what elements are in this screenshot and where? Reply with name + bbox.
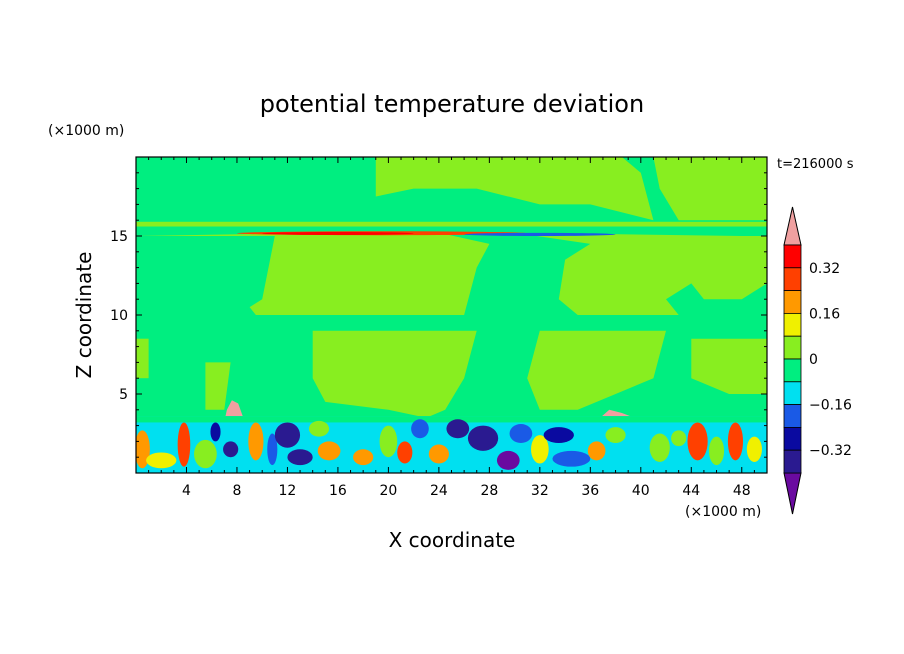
colorbar-swatch — [783, 267, 802, 291]
contour-cell — [287, 449, 313, 466]
contour-region — [136, 416, 767, 423]
contour-cell — [308, 420, 330, 437]
contour-cell — [274, 422, 301, 448]
contour-cell — [649, 433, 670, 462]
x-tick-label: 36 — [581, 483, 599, 499]
contour-region — [136, 221, 767, 227]
contour-cell — [248, 422, 264, 461]
contour-region — [527, 330, 666, 410]
contour-cell — [687, 422, 708, 461]
colorbar-label: 0.16 — [809, 306, 840, 322]
contour-cell — [746, 436, 762, 462]
contour-band — [464, 232, 616, 236]
contour-cell — [708, 436, 725, 466]
colorbar-swatch — [783, 358, 802, 383]
contour-cell — [223, 441, 239, 458]
x-tick-label: 24 — [430, 483, 448, 499]
contour-cell — [587, 441, 606, 461]
x-tick-label: 44 — [682, 483, 700, 499]
contour-cell — [625, 431, 644, 458]
colorbar-label: 0.32 — [809, 261, 840, 277]
contour-cell — [340, 422, 361, 445]
colorbar-swatch — [783, 426, 802, 451]
colorbar-swatch — [783, 335, 802, 360]
x-tick-label: 28 — [480, 483, 498, 499]
contour-fill — [136, 157, 767, 473]
contour-cell — [411, 419, 429, 439]
contour-cell — [552, 450, 591, 467]
y-tick-label: 15 — [110, 229, 128, 245]
y-tick-label: 5 — [119, 387, 128, 403]
x-unit-label: (×1000 m) — [685, 504, 761, 520]
contour-region — [375, 157, 654, 221]
x-tick-label: 20 — [379, 483, 397, 499]
contour-cell — [177, 422, 191, 467]
contour-region — [312, 330, 477, 418]
y-axis-ticks: 5 10 15 — [110, 172, 767, 458]
contour-cell — [605, 427, 626, 443]
contour-cell — [531, 435, 549, 464]
contour-cell — [727, 422, 744, 461]
y-axis-label: Z coordinate — [72, 252, 96, 379]
colorbar: 0.32 0.16 0 −0.16 −0.32 — [783, 206, 852, 515]
colorbar-swatch — [783, 381, 802, 405]
contour-cell — [397, 441, 413, 464]
x-tick-label: 16 — [329, 483, 347, 499]
x-tick-label: 12 — [279, 483, 297, 499]
x-tick-label: 4 — [182, 483, 191, 499]
y-unit-label: (×1000 m) — [48, 123, 124, 139]
colorbar-swatch — [783, 290, 802, 314]
chart-title: potential temperature deviation — [260, 90, 644, 118]
contour-cell — [467, 425, 499, 451]
contour-cell — [317, 441, 341, 461]
x-tick-label: 8 — [232, 483, 241, 499]
colorbar-top-triangle — [783, 206, 802, 246]
colorbar-label: −0.16 — [809, 398, 852, 414]
colorbar-bottom-triangle — [783, 472, 802, 515]
colorbar-swatch — [783, 404, 802, 428]
contour-region — [136, 338, 149, 379]
time-label: t=216000 s — [777, 157, 854, 172]
x-tick-label: 32 — [531, 483, 549, 499]
colorbar-label: −0.32 — [809, 443, 852, 459]
colorbar-swatch — [783, 312, 802, 337]
contour-band — [262, 231, 414, 235]
contour-cell — [146, 452, 177, 469]
contour-region — [653, 157, 767, 221]
x-axis-label: X coordinate — [389, 528, 516, 552]
contour-cell — [379, 425, 398, 458]
contour-region — [514, 232, 767, 315]
contour-cell — [267, 433, 278, 466]
contour-cell — [194, 439, 217, 469]
colorbar-label: 0 — [809, 352, 818, 368]
contour-cell — [446, 419, 470, 439]
colorbar-swatch — [783, 449, 802, 474]
contour-cell — [210, 422, 221, 442]
x-tick-label: 48 — [733, 483, 751, 499]
contour-cell — [509, 424, 533, 443]
contour-region — [691, 338, 767, 394]
contour-cell — [543, 427, 574, 443]
contour-cell — [671, 430, 687, 447]
contour-region — [136, 232, 490, 315]
contour-cell — [428, 444, 449, 464]
contour-region — [205, 362, 231, 410]
y-tick-label: 10 — [110, 308, 128, 324]
x-axis-ticks: 4 8 12 16 20 24 28 32 36 40 44 48 — [148, 157, 755, 499]
contour-cell — [496, 450, 520, 470]
contour-cell — [353, 449, 374, 466]
colorbar-swatch — [783, 244, 802, 269]
x-tick-label: 40 — [632, 483, 650, 499]
